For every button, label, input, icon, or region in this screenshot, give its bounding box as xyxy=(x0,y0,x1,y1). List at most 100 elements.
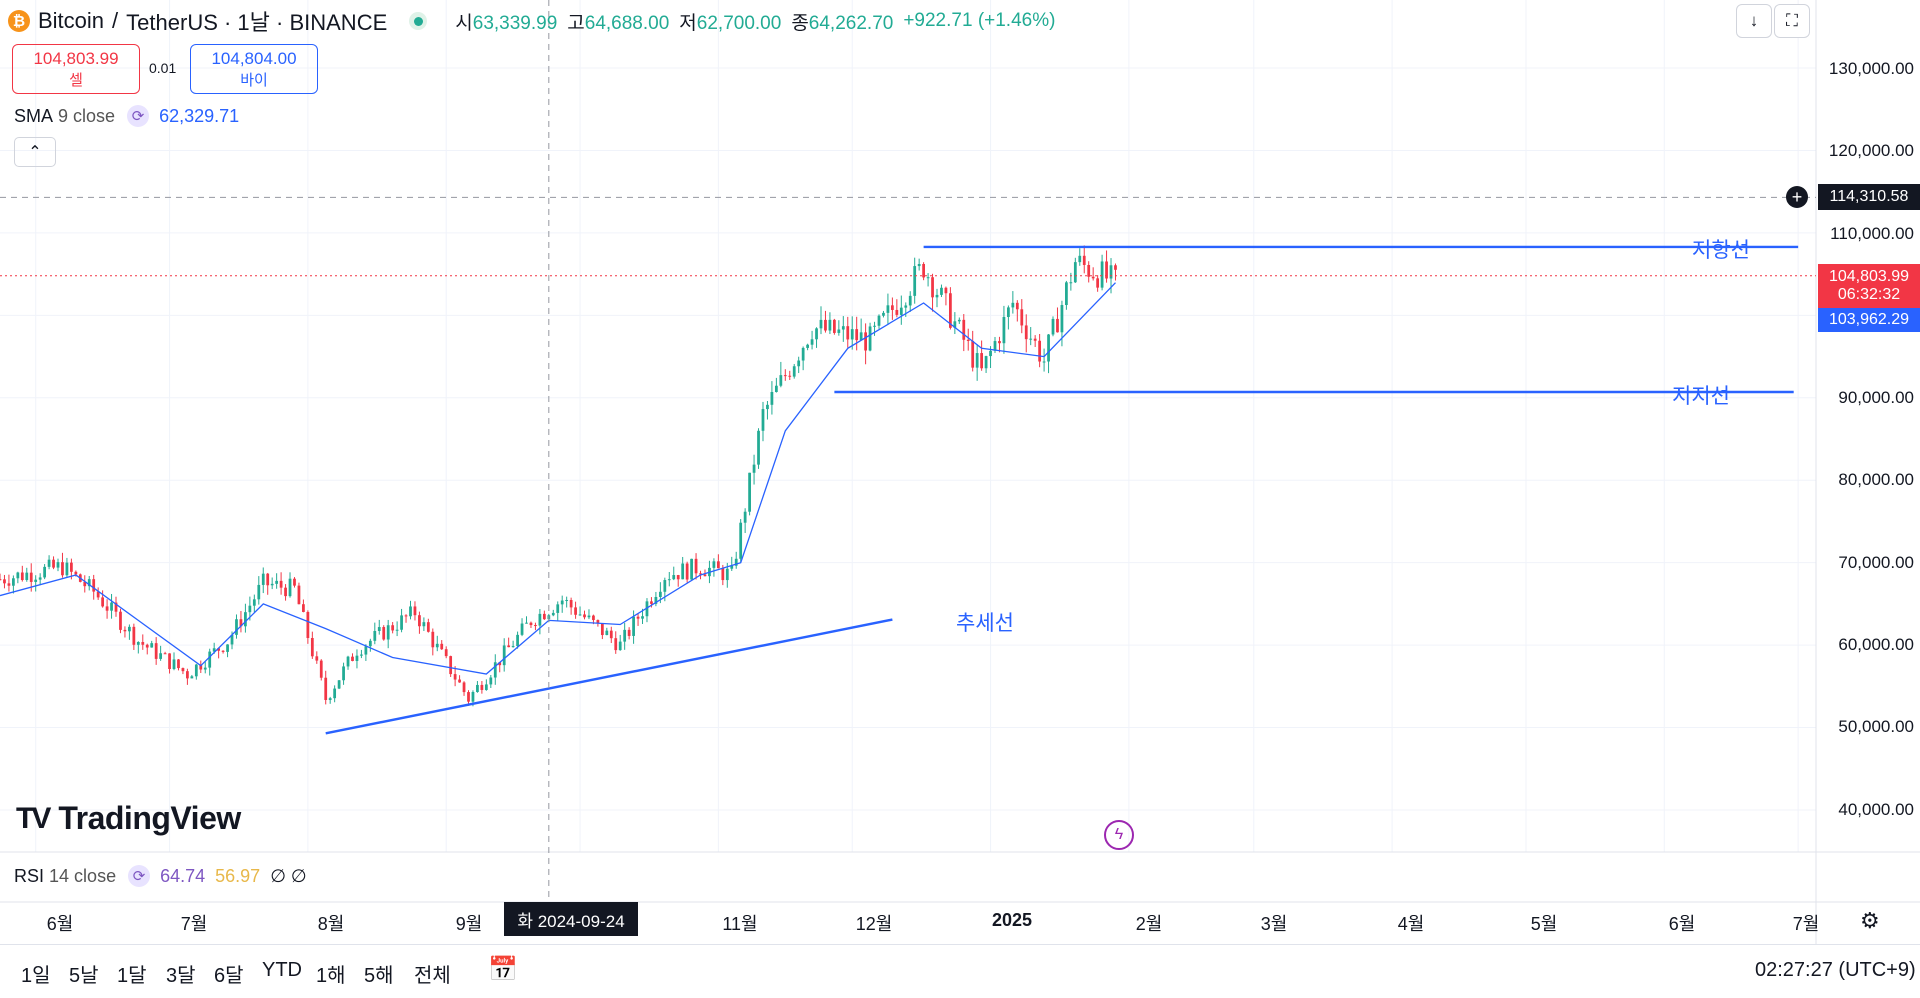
time-label: 8월 xyxy=(317,914,345,934)
sma-legend[interactable]: SMA 9 close ⟳ 62,329.71 xyxy=(14,105,239,127)
candle-body xyxy=(1056,318,1059,333)
range-1d-button[interactable]: 1일 xyxy=(21,965,51,987)
candle-body xyxy=(12,578,15,586)
candle-body xyxy=(761,409,765,431)
candle-body xyxy=(221,650,225,652)
fullscreen-icon[interactable]: ⛶ xyxy=(1774,4,1810,38)
range-1m-button[interactable]: 1달 xyxy=(117,965,147,987)
candle-body xyxy=(600,623,604,636)
range-ytd-button[interactable]: YTD xyxy=(262,959,302,981)
candle-body xyxy=(248,605,252,613)
candle-body xyxy=(824,319,827,331)
candle-body xyxy=(328,698,332,700)
price-chart[interactable] xyxy=(0,0,1920,944)
candle-body xyxy=(43,566,47,578)
range-3m-button[interactable]: 3달 xyxy=(166,965,196,987)
candle-body xyxy=(774,385,778,392)
candle-body xyxy=(235,619,238,635)
candle-body xyxy=(306,611,310,639)
candle-body xyxy=(284,587,287,597)
download-icon[interactable]: ↓ xyxy=(1736,4,1772,38)
candle-body xyxy=(275,580,279,584)
price-label: 40,000.00 xyxy=(1838,800,1914,819)
ohlc-high: 고64,688.00 xyxy=(567,12,670,34)
candle-body xyxy=(815,328,818,340)
trendline-label[interactable]: 추세선 xyxy=(956,612,1014,635)
candle-body xyxy=(806,344,809,348)
clock-timezone[interactable]: 02:27:27 (UTC+9) xyxy=(1755,959,1916,981)
candle-body xyxy=(1073,262,1077,283)
market-status-icon[interactable] xyxy=(409,12,428,30)
candle-body xyxy=(542,613,546,620)
candle-body xyxy=(70,562,73,572)
candle-body xyxy=(904,305,908,308)
candle-body xyxy=(83,581,87,587)
symbol-quote-info[interactable]: TetherUS · 1날 · BINANCE xyxy=(126,10,388,35)
candle-body xyxy=(128,626,131,632)
candle-body xyxy=(690,558,693,580)
lightning-icon[interactable]: ϟ xyxy=(1104,820,1134,850)
candle-body xyxy=(395,629,399,631)
candle-body xyxy=(614,638,618,651)
candle-body xyxy=(391,625,395,631)
candle-body xyxy=(507,645,511,648)
candle-body xyxy=(837,329,841,333)
candle-body xyxy=(458,679,461,683)
buy-label: 바이 xyxy=(240,71,268,89)
candle-body xyxy=(1065,282,1068,306)
candle-body xyxy=(74,571,78,575)
candle-body xyxy=(293,578,296,586)
rsi-legend[interactable]: RSI 14 close ⟳ 64.74 56.97 ∅ ∅ xyxy=(14,865,307,887)
lot-size[interactable]: 0.01 xyxy=(149,60,177,76)
price-label: 50,000.00 xyxy=(1838,717,1914,736)
range-5d-button[interactable]: 5날 xyxy=(69,965,99,987)
candle-body xyxy=(145,644,149,648)
collapse-legend-button[interactable]: ⌃ xyxy=(14,137,56,167)
candle-body xyxy=(703,574,707,577)
candle-body xyxy=(194,664,198,677)
candle-body xyxy=(480,684,484,690)
candle-body xyxy=(489,677,493,685)
ohlc-close: 종64,262.70 xyxy=(791,12,894,34)
support-label[interactable]: 지지선 xyxy=(1672,385,1730,408)
symbol-name[interactable]: Bitcoin xyxy=(38,8,105,33)
candle-body xyxy=(975,353,979,368)
range-all-button[interactable]: 전체 xyxy=(414,965,451,987)
candle-body xyxy=(730,565,734,569)
candle-body xyxy=(623,629,627,642)
sync-icon[interactable]: ⟳ xyxy=(128,865,151,887)
range-5y-button[interactable]: 5해 xyxy=(364,965,394,987)
sell-price: 104,803.99 xyxy=(33,48,119,68)
candle-body xyxy=(1087,264,1091,277)
range-6m-button[interactable]: 6달 xyxy=(214,965,244,987)
resistance-label[interactable]: 저항선 xyxy=(1692,239,1750,262)
candle-body xyxy=(337,680,341,689)
rsi-upper-band: ∅ xyxy=(270,865,286,886)
candle-body xyxy=(556,604,560,613)
candle-body xyxy=(989,350,992,357)
symbol-header: ₿ Bitcoin / TetherUS · 1날 · BINANCE 시63,… xyxy=(0,6,1065,36)
sell-button[interactable]: 104,803.99 셀 xyxy=(12,44,140,94)
candle-body xyxy=(922,263,925,278)
go-to-date-icon[interactable]: 📅 xyxy=(488,956,518,983)
tradingview-logo[interactable]: TV TradingView xyxy=(16,800,241,837)
sync-icon[interactable]: ⟳ xyxy=(127,105,150,127)
settings-icon[interactable]: ⚙ xyxy=(1860,908,1880,933)
candle-body xyxy=(899,307,903,315)
candle-body xyxy=(605,630,609,636)
time-label: 7월 xyxy=(180,914,208,934)
buy-button[interactable]: 104,804.00 바이 xyxy=(190,44,318,94)
add-alert-icon[interactable]: + xyxy=(1786,186,1808,208)
candle-body xyxy=(476,684,479,693)
price-change: +922.71 (+1.46%) xyxy=(903,10,1056,31)
candle-body xyxy=(658,591,662,597)
range-1y-button[interactable]: 1해 xyxy=(316,965,346,987)
candle-body xyxy=(739,522,743,559)
candle-body xyxy=(3,579,6,584)
time-label: 2월 xyxy=(1135,914,1163,934)
candle-body xyxy=(101,597,105,607)
candle-body xyxy=(525,622,528,624)
candle-body xyxy=(244,612,247,627)
candle-body xyxy=(882,312,885,316)
candle-body xyxy=(150,643,154,648)
